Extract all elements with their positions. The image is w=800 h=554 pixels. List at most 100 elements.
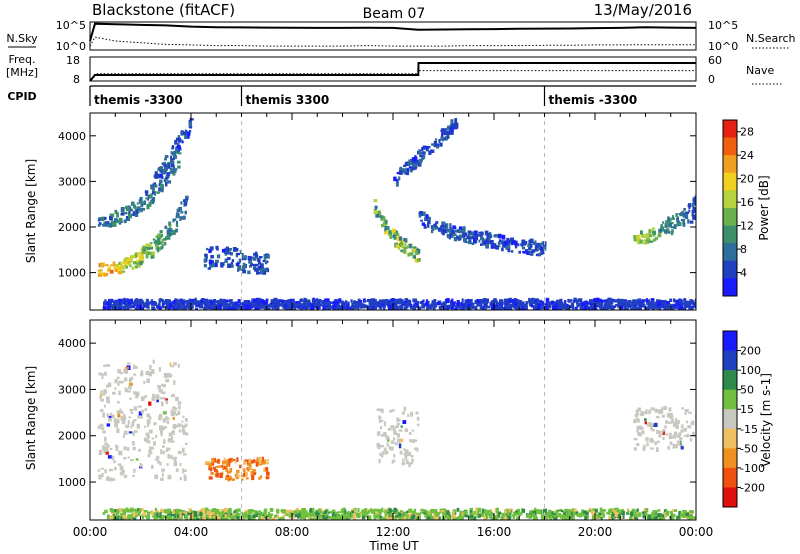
scatter-cell	[660, 226, 665, 231]
scatter-cell	[446, 233, 451, 238]
scatter-cell	[537, 303, 541, 309]
scatter-cell	[219, 472, 223, 475]
scatter-cell	[211, 260, 214, 265]
scatter-cell	[103, 273, 107, 277]
scatter-cell	[663, 303, 667, 307]
scatter-cell	[175, 302, 179, 306]
scatter-cell	[140, 409, 145, 414]
scatter-cell	[103, 222, 107, 227]
scatter-cell	[393, 304, 398, 308]
scatter-cell	[567, 512, 571, 516]
scatter-cell	[157, 168, 160, 171]
scatter-cell	[506, 511, 510, 516]
scatter-cell	[411, 167, 415, 171]
scatter-cell	[668, 407, 672, 412]
scatter-cell	[677, 222, 682, 226]
scatter-cell	[100, 264, 103, 267]
scatter-cell	[114, 466, 117, 471]
scatter-cell	[359, 512, 362, 516]
scatter-cell	[555, 303, 558, 308]
scatter-cell	[269, 508, 274, 512]
scatter-cell	[160, 187, 164, 193]
scatter-cell	[154, 242, 157, 247]
scatter-cell	[271, 299, 275, 303]
scatter-cell	[323, 306, 326, 310]
scatter-cell	[123, 305, 127, 310]
scatter-cell	[687, 219, 690, 224]
scatter-cell	[655, 447, 659, 452]
scatter-cell	[266, 459, 269, 462]
scatter-cell	[415, 303, 419, 306]
scatter-cell	[588, 509, 592, 512]
scatter-cell	[404, 298, 409, 303]
scatter-cell	[410, 454, 414, 458]
scatter-cell	[158, 367, 162, 372]
scatter-cell	[405, 171, 410, 176]
scatter-cell	[434, 302, 438, 308]
scatter-cell	[163, 178, 168, 182]
scatter-cell	[396, 438, 401, 443]
scatter-cell	[157, 237, 161, 243]
scatter-cell	[125, 216, 130, 220]
scatter-cell	[494, 234, 499, 238]
scatter-cell	[227, 306, 231, 310]
scatter-cell	[403, 406, 407, 411]
scatter-cell	[686, 514, 690, 519]
scatter-cell	[482, 298, 487, 303]
scatter-cell	[145, 243, 149, 247]
scatter-cell	[638, 304, 641, 307]
scatter-cell	[233, 514, 238, 519]
scatter-cell	[490, 306, 494, 310]
n-sky-series	[89, 22, 697, 42]
scatter-cell	[183, 131, 187, 136]
scatter-cell	[138, 255, 143, 261]
scatter-cell	[250, 471, 255, 476]
scatter-cell	[516, 299, 520, 304]
scatter-cell	[677, 434, 681, 438]
scatter-cell	[368, 509, 371, 514]
scatter-cell	[414, 439, 418, 442]
scatter-cell	[153, 441, 156, 446]
scatter-cell	[387, 427, 392, 431]
scatter-cell	[156, 191, 160, 194]
scatter-cell	[230, 261, 234, 265]
scatter-cell	[645, 508, 649, 513]
scatter-cell	[219, 515, 223, 519]
scatter-cell	[653, 517, 657, 520]
scatter-cell	[544, 512, 549, 515]
scatter-cell	[164, 225, 168, 230]
scatter-cell	[551, 300, 555, 304]
scatter-cell	[258, 265, 262, 270]
scatter-cell	[548, 509, 552, 515]
scatter-cell	[213, 299, 216, 305]
scatter-cell	[407, 513, 412, 518]
scatter-cell	[158, 414, 163, 418]
scatter-cell	[106, 400, 111, 404]
scatter-cell	[660, 300, 665, 304]
scatter-cell	[127, 257, 131, 261]
scatter-cell	[643, 239, 646, 244]
scatter-cell	[643, 444, 646, 450]
scatter-cell	[509, 304, 513, 308]
scatter-cell	[138, 262, 143, 266]
scatter-cell	[479, 231, 484, 236]
scatter-cell	[415, 512, 419, 517]
scatter-cell	[128, 263, 132, 266]
scatter-cell	[512, 515, 515, 519]
scatter-cell	[353, 300, 356, 304]
scatter-cell	[512, 301, 516, 305]
scatter-cell	[146, 422, 150, 427]
scatter-cell	[106, 514, 110, 520]
scatter-cell	[554, 301, 557, 306]
scatter-cell	[329, 511, 333, 514]
scatter-cell	[430, 230, 434, 234]
scatter-cell	[236, 253, 240, 256]
scatter-cell	[205, 508, 208, 514]
scatter-cell	[167, 453, 171, 459]
scatter-cell	[140, 396, 145, 402]
colorbar-cell	[723, 225, 737, 244]
scatter-cell	[676, 515, 680, 519]
scatter-cell	[493, 243, 497, 247]
scatter-cell	[258, 271, 262, 275]
scatter-cell	[451, 304, 454, 310]
